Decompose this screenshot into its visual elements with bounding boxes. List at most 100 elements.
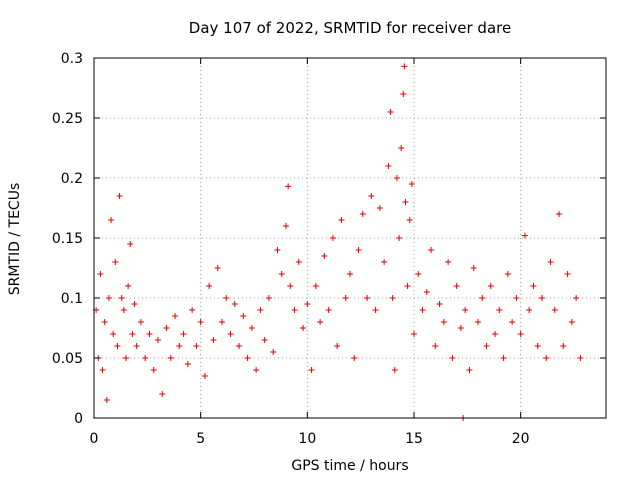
- data-point: [112, 259, 119, 265]
- y-tick-label: 0.1: [61, 291, 83, 307]
- data-point: [560, 343, 567, 349]
- data-point: [116, 193, 123, 199]
- data-point: [400, 91, 407, 97]
- data-point: [110, 331, 117, 337]
- data-point: [210, 337, 217, 343]
- data-point: [398, 145, 405, 151]
- data-point: [355, 247, 362, 253]
- data-point: [534, 343, 541, 349]
- data-point: [167, 355, 174, 361]
- data-point: [172, 313, 179, 319]
- data-point: [483, 343, 490, 349]
- data-point: [137, 319, 144, 325]
- data-point: [270, 349, 277, 355]
- data-point: [419, 307, 426, 313]
- data-point: [428, 247, 435, 253]
- y-tick-label: 0.3: [61, 51, 83, 67]
- data-point: [321, 253, 328, 259]
- data-point: [97, 271, 104, 277]
- data-point: [408, 181, 415, 187]
- data-point: [359, 211, 366, 217]
- data-point: [530, 283, 537, 289]
- data-point: [231, 301, 238, 307]
- data-point: [543, 355, 550, 361]
- x-axis-label: GPS time / hours: [291, 458, 408, 474]
- axis-ticks: 0 5 10 15 20 0 0.05 0.1 0.15 0.2 0.25 0.3: [52, 51, 606, 447]
- data-point: [517, 331, 524, 337]
- data-point: [521, 232, 528, 239]
- data-point: [381, 259, 388, 265]
- data-point: [404, 283, 411, 289]
- data-point: [129, 331, 136, 337]
- data-point: [391, 367, 398, 373]
- x-tick-label: 20: [512, 431, 530, 447]
- data-point: [312, 283, 319, 289]
- data-point: [193, 343, 200, 349]
- y-axis-label: SRMTID / TECUs: [7, 183, 23, 296]
- data-point: [500, 355, 507, 361]
- y-tick-label: 0.05: [52, 351, 83, 367]
- data-point: [564, 271, 571, 277]
- data-point: [265, 295, 272, 301]
- data-point: [351, 355, 358, 361]
- data-point: [387, 109, 394, 115]
- data-point: [248, 325, 255, 331]
- data-point: [376, 205, 383, 211]
- y-tick-label: 0.25: [52, 111, 83, 127]
- data-point: [163, 325, 170, 331]
- data-point: [101, 319, 108, 325]
- data-point: [466, 367, 473, 373]
- data-point: [114, 343, 121, 349]
- data-point: [291, 307, 298, 313]
- data-point: [513, 295, 520, 301]
- data-point: [214, 265, 221, 271]
- y-tick-label: 0: [74, 411, 83, 427]
- data-point: [257, 307, 264, 313]
- x-tick-label: 5: [196, 431, 205, 447]
- data-point: [180, 331, 187, 337]
- data-point: [364, 295, 371, 301]
- data-point: [334, 343, 341, 349]
- data-point: [415, 271, 422, 277]
- data-point: [479, 295, 486, 301]
- data-point: [547, 259, 554, 265]
- data-point: [402, 199, 409, 205]
- data-point: [189, 307, 196, 313]
- data-point: [206, 283, 213, 289]
- data-point: [432, 343, 439, 349]
- grid: [94, 58, 606, 418]
- data-point: [577, 355, 584, 361]
- data-point: [385, 163, 392, 169]
- data-point: [108, 217, 115, 223]
- data-point: [123, 355, 129, 361]
- data-point: [551, 307, 558, 313]
- data-point: [423, 289, 430, 295]
- data-point: [504, 271, 511, 277]
- data-point: [131, 301, 138, 307]
- data-point: [285, 183, 292, 190]
- data-point: [146, 331, 153, 337]
- data-point: [274, 247, 281, 253]
- data-point: [411, 331, 417, 337]
- data-point: [118, 295, 125, 301]
- data-point: [449, 355, 456, 361]
- data-point: [462, 307, 469, 313]
- data-point: [487, 283, 494, 289]
- data-point: [278, 271, 285, 277]
- data-point: [401, 63, 408, 70]
- data-point: [308, 367, 315, 373]
- data-point: [253, 367, 260, 373]
- data-point: [142, 355, 149, 361]
- data-point: [492, 331, 499, 337]
- data-point: [223, 295, 230, 301]
- data-point: [317, 319, 324, 325]
- data-point: [176, 343, 183, 349]
- x-tick-label: 0: [90, 431, 99, 447]
- data-point: [287, 283, 294, 289]
- data-point: [244, 355, 251, 361]
- data-point: [155, 337, 161, 343]
- y-tick-label: 0.2: [61, 171, 83, 187]
- data-point: [261, 337, 268, 343]
- data-point: [568, 319, 575, 325]
